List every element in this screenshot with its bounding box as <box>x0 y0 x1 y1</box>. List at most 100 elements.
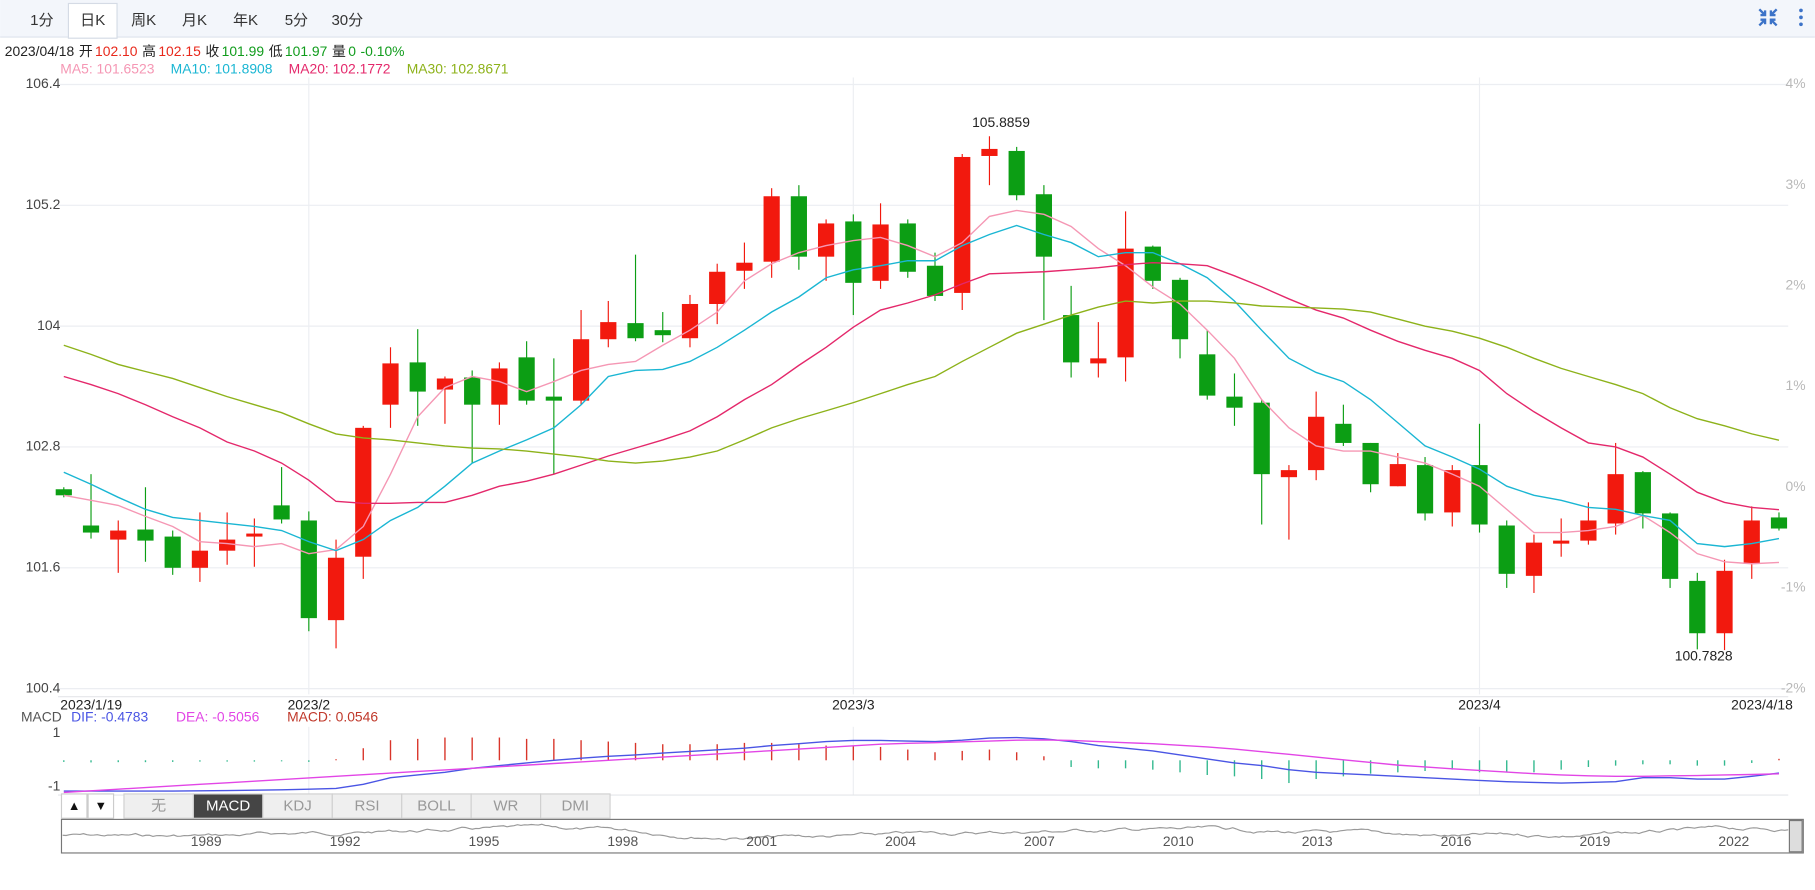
candle-body <box>790 196 807 257</box>
legend-entry: DEA: -0.5056 <box>176 708 260 724</box>
legend-entry: MA30: 102.8671 <box>407 60 509 76</box>
y-tick-label: 100.4 <box>26 679 61 695</box>
y2-tick-label: 3% <box>1786 176 1806 192</box>
macd-title: MACD <box>21 708 62 724</box>
candle-body <box>1308 416 1325 471</box>
candle-body <box>1063 315 1080 363</box>
navigator-line <box>62 823 1789 841</box>
y-tick-label: 102.8 <box>26 438 61 454</box>
candle-body <box>1362 442 1379 485</box>
navigator-year: 2013 <box>1302 833 1333 849</box>
navigator-year: 2010 <box>1163 833 1194 849</box>
candle-body <box>300 520 317 619</box>
legend-entry: MA20: 102.1772 <box>289 60 391 76</box>
y-tick-label: 105.2 <box>26 196 61 212</box>
candle-body <box>1716 570 1733 634</box>
indicator-tab-label: BOLL <box>417 798 455 815</box>
indicator-tab[interactable] <box>262 793 333 819</box>
indicator-tab-label: DMI <box>562 798 590 815</box>
candle-body <box>137 529 154 541</box>
navigator-frame <box>60 818 1804 854</box>
min-annotation: 100.7828 <box>1675 648 1733 664</box>
candle-body <box>1280 470 1298 478</box>
candle-body <box>219 539 236 551</box>
candle-body <box>1525 542 1543 576</box>
macd-line <box>63 736 1780 792</box>
y-tick-label: 104 <box>37 317 60 333</box>
candle-body <box>1253 402 1270 475</box>
candle-body <box>382 363 399 405</box>
candle-body <box>1634 472 1651 514</box>
candle-body <box>1335 423 1352 443</box>
arrow-button[interactable] <box>87 793 115 819</box>
candle-body <box>899 223 916 272</box>
tab[interactable]: 周K <box>131 12 156 29</box>
indicator-tab[interactable] <box>401 793 472 819</box>
candle-body <box>1008 150 1025 196</box>
candle-body <box>82 525 100 533</box>
candle-body <box>55 489 72 496</box>
navigator-year: 1998 <box>607 833 638 849</box>
y2-tick-label: 4% <box>1786 75 1806 91</box>
macd-y-tick-label: 1 <box>53 724 61 740</box>
candle-body <box>491 368 508 405</box>
candle-body <box>736 262 753 271</box>
candle-body <box>681 303 699 339</box>
x-tick-label: 2023/1/19 <box>60 697 122 713</box>
y2-tick-label: 0% <box>1786 478 1806 494</box>
candle-body <box>518 357 535 401</box>
candle-body <box>1770 517 1788 529</box>
candle-body <box>954 156 971 293</box>
y2-tick-label: 1% <box>1786 377 1806 393</box>
candle-body <box>409 362 426 392</box>
candle-body <box>845 221 862 283</box>
navigator-handle[interactable] <box>1788 819 1803 853</box>
tab[interactable]: 30分 <box>331 12 363 29</box>
y2-tick-label: -1% <box>1781 579 1806 595</box>
indicator-tab[interactable] <box>192 793 264 819</box>
candle-body <box>436 378 454 390</box>
more-icon[interactable] <box>1799 8 1803 27</box>
candle-body <box>709 271 726 304</box>
ma-legend: MA5: 101.6523 MA10: 101.8908 MA20: 102.177… <box>60 60 509 76</box>
indicator-tab[interactable] <box>540 793 611 819</box>
indicator-tab[interactable] <box>123 793 194 819</box>
navigator-year: 1995 <box>468 833 499 849</box>
quote-field-value: 101.97 <box>285 43 328 59</box>
collapse-icon[interactable] <box>1758 8 1778 27</box>
navigator-year: 2007 <box>1024 833 1055 849</box>
candle-body <box>273 505 290 520</box>
tab[interactable]: 1分 <box>30 12 53 29</box>
candle-body <box>1171 279 1189 340</box>
navigator-year: 1992 <box>330 833 361 849</box>
indicator-tab[interactable] <box>331 793 403 819</box>
candle-body <box>1035 194 1053 257</box>
candle-body <box>981 148 998 156</box>
candle-body <box>1607 474 1624 524</box>
y-tick-label: 106.4 <box>26 75 61 91</box>
x-tick-label: 2023/2 <box>288 697 331 713</box>
candle-body <box>1117 248 1134 358</box>
candle-body <box>110 530 127 540</box>
candle-body <box>1444 470 1461 513</box>
candle-body <box>817 223 835 257</box>
indicator-tab-label: RSI <box>354 798 379 815</box>
navigator-year: 2004 <box>885 833 916 849</box>
candle-body <box>191 550 209 568</box>
arrow-button[interactable] <box>60 793 88 819</box>
candle-body <box>1416 465 1434 514</box>
quote-date: 2023/04/18 <box>5 43 75 59</box>
candle-body <box>1471 465 1488 525</box>
tab[interactable]: 月K <box>182 12 207 29</box>
y-tick-label: 101.6 <box>26 558 61 574</box>
quote-field-value: 0 <box>348 43 356 59</box>
tab-bar <box>0 0 1815 38</box>
tab[interactable]: 5分 <box>285 12 308 29</box>
candle-body <box>654 330 671 336</box>
tab[interactable]: 日K <box>80 12 105 29</box>
candle-body <box>1553 540 1570 544</box>
y2-tick-label: 2% <box>1786 277 1806 293</box>
tab[interactable]: 年K <box>233 12 258 29</box>
navigator-year: 2022 <box>1718 833 1749 849</box>
candle-body <box>1689 580 1706 634</box>
